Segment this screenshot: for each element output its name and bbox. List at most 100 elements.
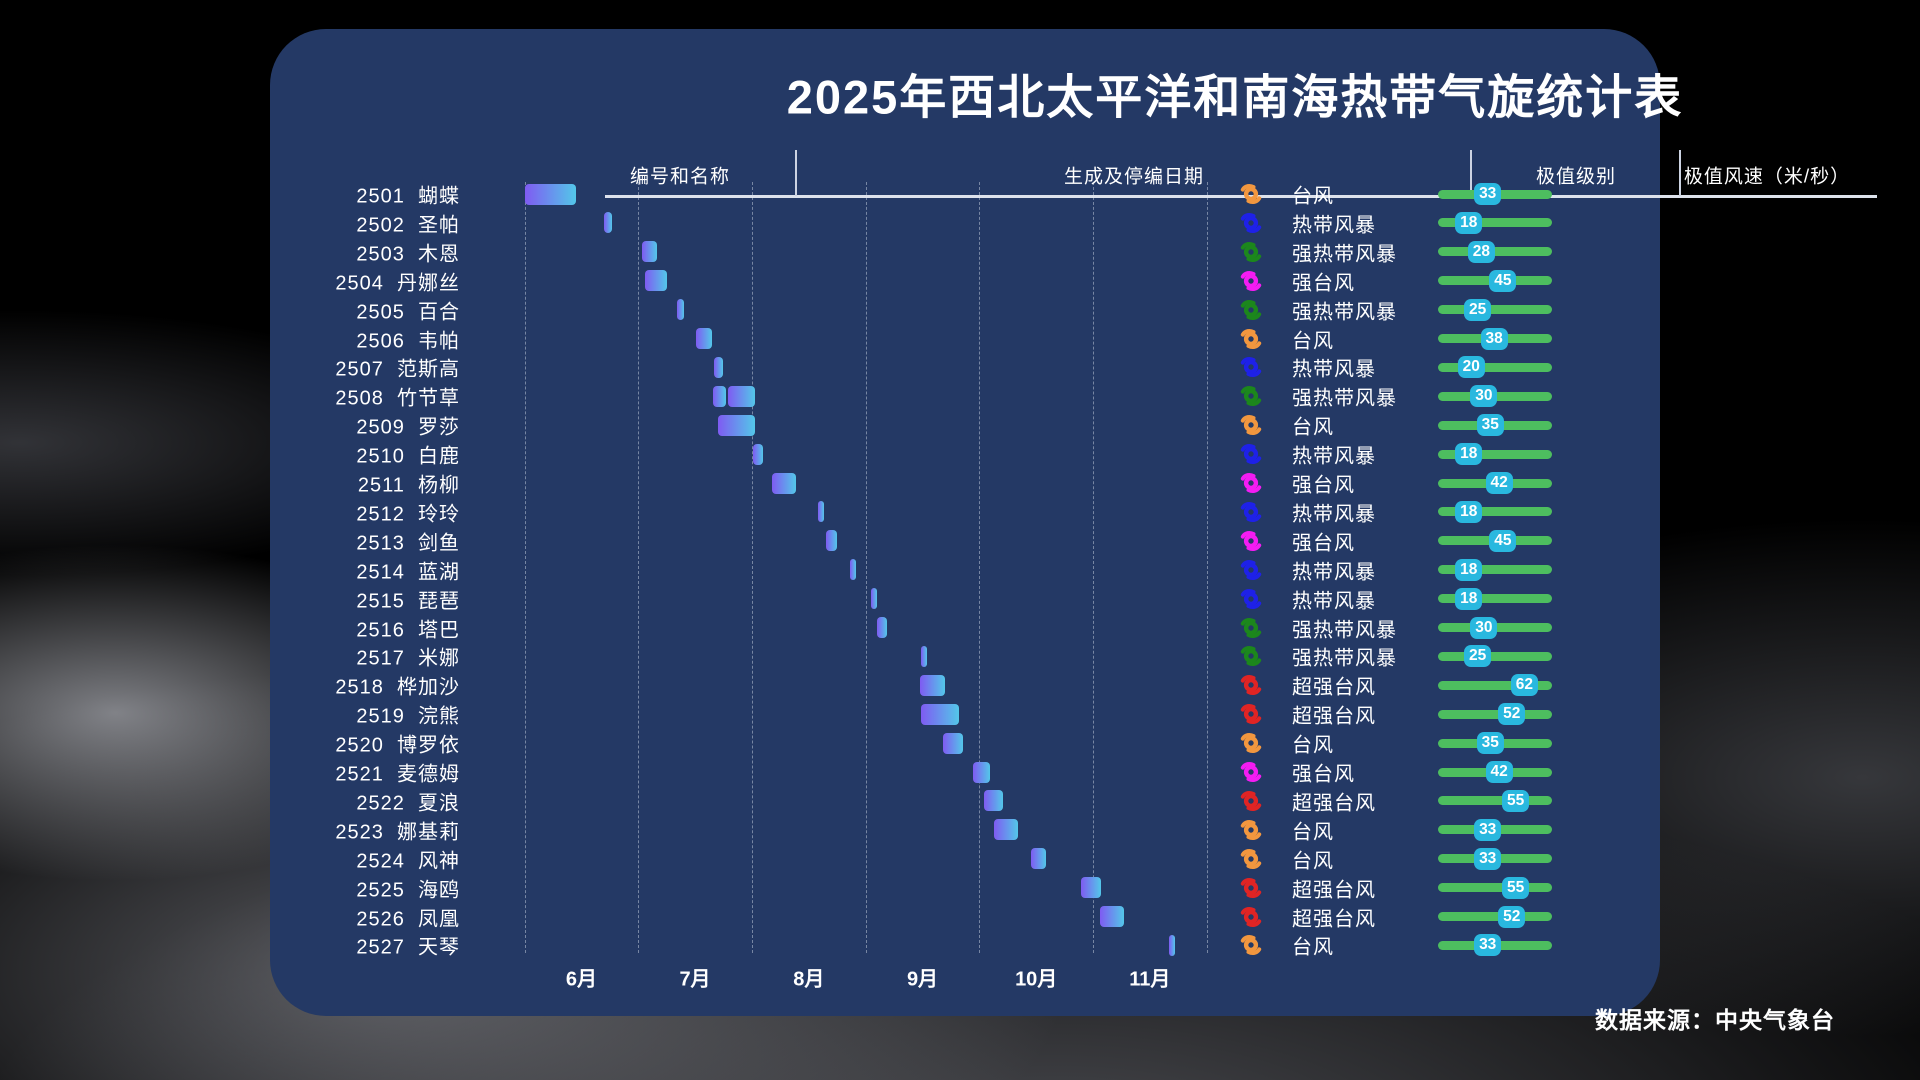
gantt-bar bbox=[877, 617, 888, 638]
month-gridline bbox=[638, 182, 640, 953]
wind-speed-value: 42 bbox=[1485, 472, 1513, 494]
gantt-bar bbox=[921, 703, 959, 725]
wind-speed-value: 52 bbox=[1498, 703, 1526, 726]
typhoon-icon bbox=[1239, 587, 1263, 611]
cyclone-id-name: 2526 凤凰 bbox=[356, 908, 460, 930]
typhoon-icon bbox=[1239, 413, 1263, 437]
wind-speed-value: 45 bbox=[1489, 269, 1517, 292]
wind-speed-value: 25 bbox=[1464, 298, 1492, 321]
gantt-bar bbox=[676, 299, 684, 321]
wind-speed-value: 28 bbox=[1467, 240, 1495, 263]
gantt-bar bbox=[921, 645, 928, 667]
wind-speed-track bbox=[1438, 565, 1552, 575]
typhoon-icon bbox=[1239, 471, 1263, 495]
wind-speed-track bbox=[1438, 247, 1552, 257]
cyclone-id-name: 2506 韦帕 bbox=[356, 330, 460, 352]
wind-speed-track bbox=[1438, 912, 1552, 921]
category-label: 强热带风暴 bbox=[1292, 243, 1397, 266]
month-axis-label: 11月 bbox=[1129, 968, 1171, 991]
cyclone-id-name: 2510 白鹿 bbox=[356, 445, 460, 468]
typhoon-icon bbox=[1239, 702, 1263, 726]
typhoon-icon bbox=[1239, 876, 1263, 900]
gantt-bar bbox=[920, 674, 946, 696]
data-source-note: 数据来源：中央气象台 bbox=[1595, 1007, 1835, 1033]
category-label: 台风 bbox=[1292, 734, 1334, 757]
category-label: 超强台风 bbox=[1292, 792, 1376, 815]
column-header-category: 极值级别 bbox=[1535, 166, 1617, 188]
wind-speed-track bbox=[1438, 449, 1552, 459]
typhoon-icon bbox=[1239, 847, 1263, 871]
category-label: 热带风暴 bbox=[1292, 503, 1376, 526]
gantt-bar bbox=[994, 819, 1018, 841]
column-header-id-name: 编号和名称 bbox=[629, 166, 731, 188]
gantt-bar bbox=[696, 328, 713, 349]
header-tick-3 bbox=[1679, 150, 1681, 196]
wind-speed-track bbox=[1438, 362, 1552, 372]
wind-speed-value: 33 bbox=[1474, 934, 1502, 957]
typhoon-icon bbox=[1239, 933, 1263, 957]
typhoon-icon bbox=[1239, 558, 1263, 582]
category-label: 强热带风暴 bbox=[1292, 387, 1397, 410]
gantt-bar bbox=[972, 761, 990, 783]
header-tick-1 bbox=[795, 150, 797, 196]
gantt-bar bbox=[849, 559, 856, 581]
cyclone-id-name: 2508 竹节草 bbox=[335, 387, 460, 410]
cyclone-id-name: 2503 木恩 bbox=[356, 243, 460, 266]
month-gridline bbox=[865, 182, 867, 953]
category-label: 强台风 bbox=[1292, 474, 1355, 497]
gantt-bar bbox=[713, 385, 726, 407]
typhoon-icon bbox=[1239, 731, 1263, 755]
gantt-bar bbox=[717, 414, 756, 436]
month-axis-label: 9月 bbox=[906, 968, 939, 991]
cyclone-id-name: 2519 浣熊 bbox=[356, 705, 460, 728]
cyclone-id-name: 2518 桦加沙 bbox=[335, 676, 460, 699]
wind-speed-value: 25 bbox=[1464, 645, 1492, 668]
typhoon-icon bbox=[1239, 529, 1263, 553]
category-label: 强台风 bbox=[1292, 272, 1355, 295]
wind-speed-value: 30 bbox=[1470, 616, 1498, 639]
wind-speed-value: 42 bbox=[1485, 761, 1513, 783]
gantt-bar bbox=[817, 501, 824, 523]
wind-speed-track bbox=[1438, 883, 1552, 893]
typhoon-icon bbox=[1239, 355, 1263, 379]
gantt-bar bbox=[1080, 877, 1101, 899]
gantt-bar bbox=[604, 212, 613, 234]
month-gridline bbox=[524, 182, 526, 953]
wind-speed-value: 62 bbox=[1510, 674, 1538, 697]
gantt-bar bbox=[1099, 906, 1124, 927]
wind-speed-value: 18 bbox=[1455, 500, 1483, 523]
wind-speed-value: 35 bbox=[1476, 414, 1504, 437]
category-label: 超强台风 bbox=[1292, 908, 1376, 930]
gantt-bar bbox=[871, 588, 878, 610]
wind-speed-value: 18 bbox=[1455, 211, 1483, 234]
typhoon-icon bbox=[1239, 269, 1263, 293]
cyclone-id-name: 2509 罗莎 bbox=[356, 416, 460, 439]
category-label: 强热带风暴 bbox=[1292, 647, 1397, 670]
cyclone-id-name: 2527 天琴 bbox=[356, 936, 460, 959]
cyclone-id-name: 2516 塔巴 bbox=[356, 619, 460, 641]
cyclone-id-name: 2507 范斯高 bbox=[335, 358, 460, 381]
wind-speed-value: 55 bbox=[1502, 789, 1530, 812]
month-axis-label: 6月 bbox=[565, 968, 597, 991]
category-label: 超强台风 bbox=[1292, 705, 1376, 728]
wind-speed-value: 38 bbox=[1480, 327, 1508, 350]
typhoon-icon bbox=[1239, 818, 1263, 842]
typhoon-icon bbox=[1239, 384, 1263, 408]
typhoon-icon bbox=[1239, 905, 1263, 929]
gantt-bar bbox=[825, 530, 838, 552]
header-divider bbox=[605, 195, 1877, 198]
column-header-wind: 极值风速（米/秒） bbox=[1683, 166, 1851, 188]
cyclone-id-name: 2514 蓝湖 bbox=[356, 561, 460, 584]
gantt-bar bbox=[728, 385, 756, 407]
wind-speed-value: 18 bbox=[1455, 443, 1483, 466]
wind-speed-value: 18 bbox=[1455, 587, 1483, 610]
category-label: 强热带风暴 bbox=[1292, 301, 1397, 324]
gantt-bar bbox=[641, 241, 658, 263]
page-title: 2025年西北太平洋和南海热带气旋统计表 bbox=[786, 70, 1684, 124]
wind-speed-value: 35 bbox=[1476, 732, 1504, 755]
typhoon-icon bbox=[1239, 500, 1263, 524]
typhoon-icon bbox=[1239, 616, 1263, 640]
cyclone-id-name: 2502 圣帕 bbox=[356, 214, 460, 237]
typhoon-icon bbox=[1239, 644, 1263, 668]
typhoon-icon bbox=[1239, 327, 1263, 351]
